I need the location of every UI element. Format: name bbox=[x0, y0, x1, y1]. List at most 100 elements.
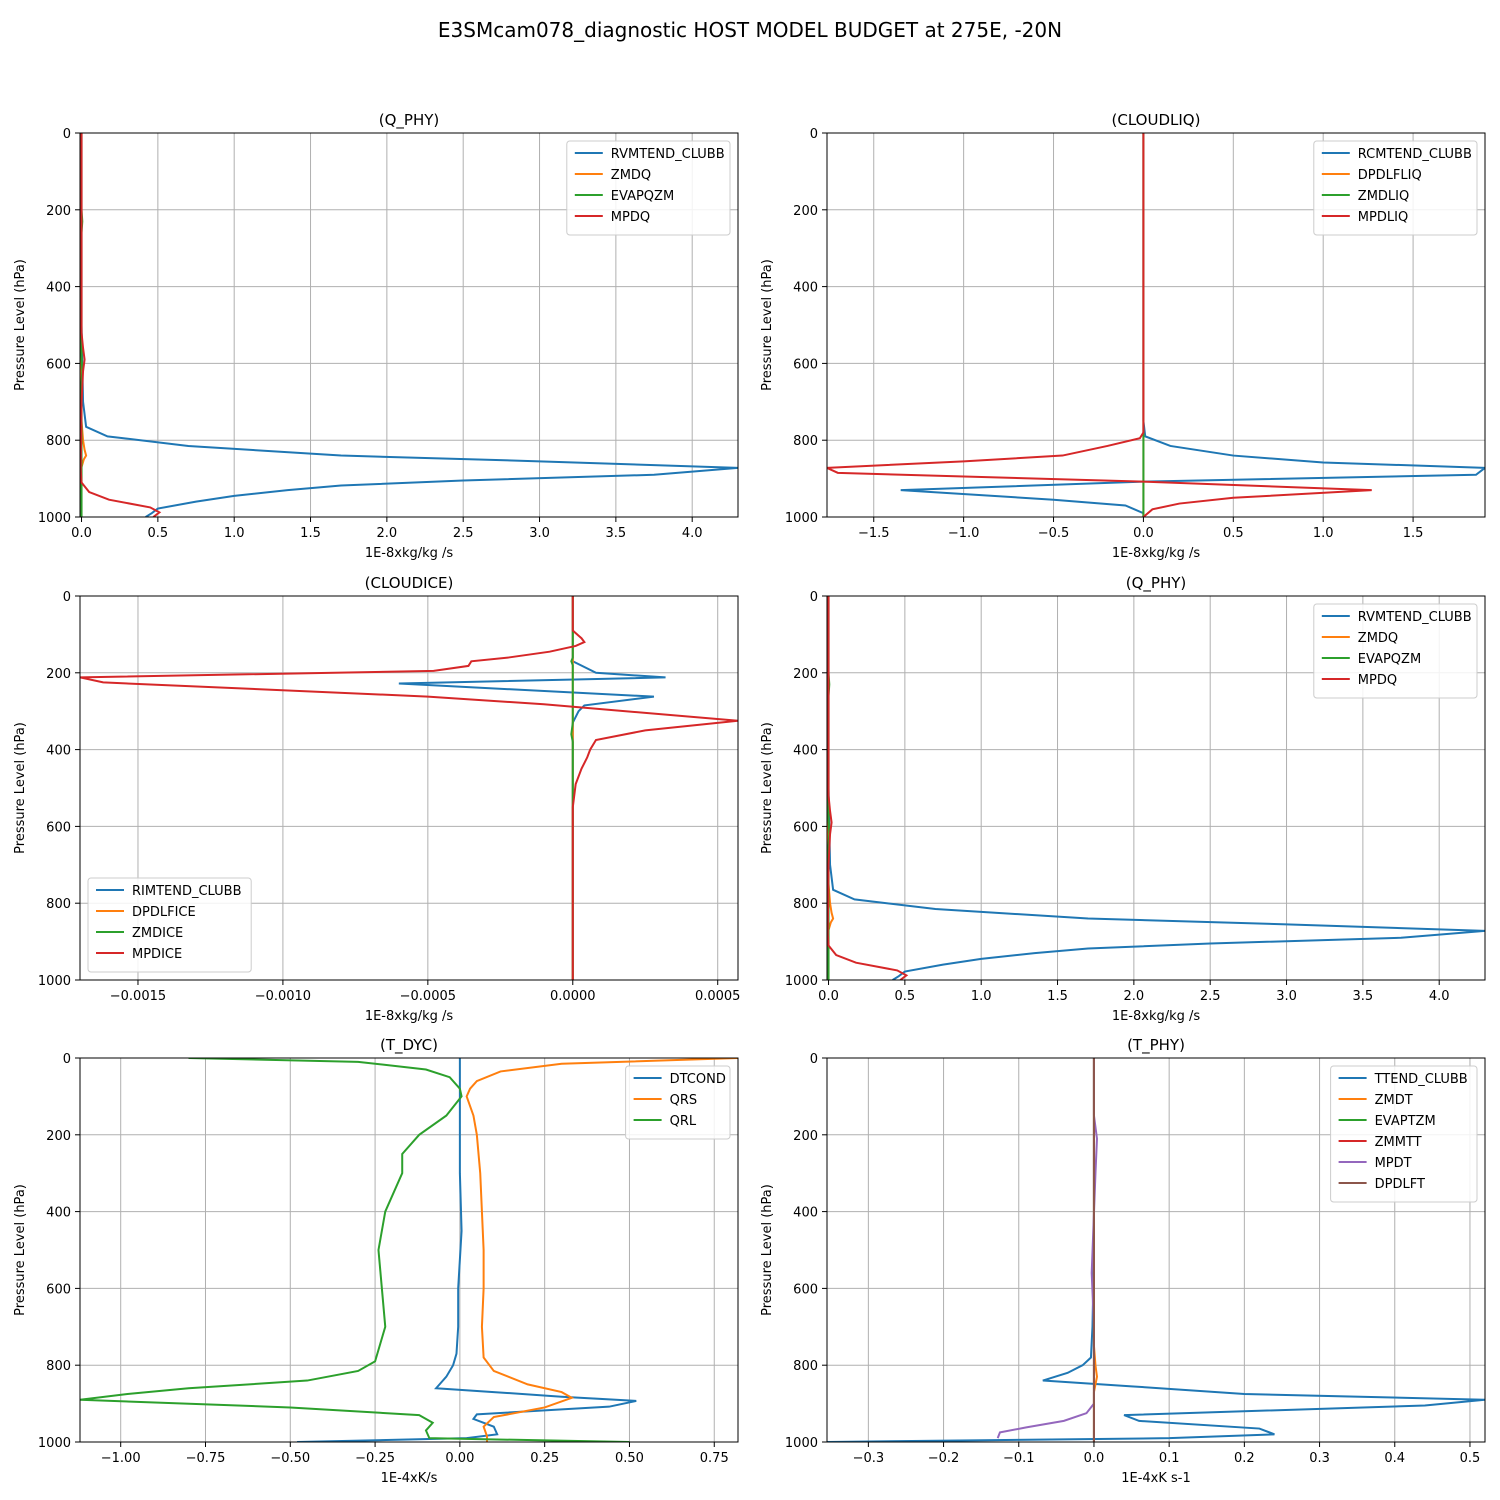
series-line-rvmtend_clubb bbox=[80, 133, 738, 517]
x-tick-label: 4.0 bbox=[1429, 989, 1450, 1004]
legend-entry: ZMDQ bbox=[611, 168, 651, 183]
x-tick-label: 2.5 bbox=[1200, 989, 1221, 1004]
series-line-mpdq bbox=[80, 133, 162, 517]
y-tick-label: 600 bbox=[793, 820, 818, 835]
y-tick-label: 600 bbox=[46, 1282, 71, 1297]
y-tick-label: 600 bbox=[793, 357, 818, 372]
chart-title: (Q_PHY) bbox=[379, 111, 440, 130]
x-tick-label: 0.00 bbox=[445, 1451, 474, 1466]
legend-entry: RCMTEND_CLUBB bbox=[1358, 147, 1472, 162]
axes-frame bbox=[79, 1057, 739, 1443]
y-tick-label: 400 bbox=[46, 1206, 71, 1221]
x-tick-label: 3.5 bbox=[606, 526, 627, 541]
y-tick-label: 1000 bbox=[785, 974, 818, 989]
y-tick-label: 600 bbox=[46, 357, 71, 372]
axes-frame bbox=[826, 132, 1486, 518]
legend-entry: EVAPQZM bbox=[1358, 652, 1421, 667]
x-tick-label: 0.75 bbox=[700, 1451, 729, 1466]
legend-entry: EVAPQZM bbox=[611, 189, 674, 204]
legend: DTCOND QRS QRL bbox=[625, 1065, 731, 1140]
legend-entry: RVMTEND_CLUBB bbox=[611, 147, 725, 162]
legend-entry: DPDLFT bbox=[1375, 1177, 1425, 1192]
x-tick-label: 0.1 bbox=[1159, 1451, 1180, 1466]
x-tick-label: 0.0 bbox=[1133, 526, 1154, 541]
y-tick-label: 1000 bbox=[38, 974, 71, 989]
x-tick-label: 2.5 bbox=[453, 526, 474, 541]
x-tick-label: 1.0 bbox=[971, 989, 992, 1004]
legend-entry: MPDLIQ bbox=[1358, 210, 1408, 225]
x-tick-label: 2.0 bbox=[377, 526, 398, 541]
y-tick-label: 200 bbox=[46, 667, 71, 682]
x-tick-label: 3.5 bbox=[1353, 989, 1374, 1004]
legend-entry: ZMDT bbox=[1375, 1093, 1413, 1108]
legend-box bbox=[1313, 140, 1478, 236]
x-tick-label: 0.25 bbox=[530, 1451, 559, 1466]
series-line-mpdliq bbox=[827, 133, 1372, 517]
series-line-zmdice bbox=[570, 596, 574, 980]
legend-entry: DTCOND bbox=[670, 1072, 726, 1087]
legend-entry: MPDT bbox=[1375, 1156, 1412, 1171]
axes-frame bbox=[826, 595, 1486, 981]
y-axis-label: Pressure Level (hPa) bbox=[13, 722, 28, 854]
y-tick-label: 400 bbox=[793, 281, 818, 296]
x-axis-label: 1E-8xkg/kg /s bbox=[365, 1009, 454, 1024]
y-axis-label: Pressure Level (hPa) bbox=[760, 1184, 775, 1316]
y-tick-label: 600 bbox=[793, 1282, 818, 1297]
y-tick-label: 0 bbox=[63, 1052, 71, 1067]
series-line-rcmtend_clubb bbox=[900, 133, 1485, 517]
x-tick-label: 0.5 bbox=[1223, 526, 1244, 541]
x-tick-label: 1.0 bbox=[1313, 526, 1334, 541]
chart-panel-1: 0.0 0.5 1.0 1.5 2.0 2.5 3.0 3.5 4.0 0 200 400 600 800… bbox=[13, 111, 739, 561]
legend: RCMTEND_CLUBB DPDLFLIQ ZMDLIQ MPDLIQ bbox=[1313, 140, 1478, 236]
x-tick-label: −1.0 bbox=[948, 526, 980, 541]
x-tick-label: 0.5 bbox=[1460, 1451, 1481, 1466]
legend: RIMTEND_CLUBB DPDLFICE ZMDICE MPDICE bbox=[87, 877, 252, 973]
x-axis-label: 1E-4xK s-1 bbox=[1121, 1471, 1191, 1486]
series-line-mpdq bbox=[827, 596, 909, 980]
x-tick-label: 0.50 bbox=[615, 1451, 644, 1466]
y-tick-label: 200 bbox=[793, 204, 818, 219]
chart-panel-3: −0.0015 −0.0010 −0.0005 0.0000 0.0005 0 200 400… bbox=[13, 574, 740, 1024]
chart-title: (T_PHY) bbox=[1127, 1036, 1185, 1055]
y-axis-label: Pressure Level (hPa) bbox=[13, 259, 28, 391]
series-line-qrl bbox=[80, 1058, 630, 1442]
x-tick-label: −0.50 bbox=[270, 1451, 310, 1466]
y-tick-label: 0 bbox=[810, 127, 818, 142]
series-line-qrs bbox=[465, 1058, 738, 1442]
y-tick-label: 1000 bbox=[785, 1436, 818, 1451]
x-tick-label: 1.5 bbox=[1047, 989, 1068, 1004]
legend-entry: MPDICE bbox=[132, 947, 182, 962]
legend-entry: QRS bbox=[670, 1093, 698, 1108]
x-tick-label: −0.1 bbox=[1003, 1451, 1035, 1466]
legend-box bbox=[87, 877, 252, 973]
chart-title: (Q_PHY) bbox=[1126, 574, 1187, 593]
legend-entry: DPDLFICE bbox=[132, 905, 196, 920]
series-line-rvmtend_clubb bbox=[827, 596, 1485, 980]
x-tick-label: 1.5 bbox=[1403, 526, 1424, 541]
y-tick-label: 1000 bbox=[38, 1436, 71, 1451]
y-axis-label: Pressure Level (hPa) bbox=[13, 1184, 28, 1316]
series-line-rimtend_clubb bbox=[398, 596, 666, 980]
series-line-dtcond bbox=[297, 1058, 637, 1442]
y-tick-label: 200 bbox=[793, 667, 818, 682]
chart-panel-4: 0.0 0.5 1.0 1.5 2.0 2.5 3.0 3.5 4.0 0 200 400 600 800… bbox=[760, 574, 1486, 1024]
legend-entry: RIMTEND_CLUBB bbox=[132, 884, 242, 899]
x-tick-label: 0.0 bbox=[71, 526, 92, 541]
x-axis-label: 1E-8xkg/kg /s bbox=[1112, 546, 1201, 561]
figure-title: E3SMcam078_diagnostic HOST MODEL BUDGET … bbox=[438, 18, 1062, 42]
legend-entry: MPDQ bbox=[611, 210, 650, 225]
x-tick-label: −0.0005 bbox=[400, 989, 456, 1004]
x-tick-label: −0.5 bbox=[1038, 526, 1070, 541]
x-tick-label: 2.0 bbox=[1124, 989, 1145, 1004]
x-tick-label: 0.5 bbox=[148, 526, 169, 541]
x-tick-label: −0.0015 bbox=[110, 989, 166, 1004]
y-tick-label: 800 bbox=[46, 434, 71, 449]
y-tick-label: 400 bbox=[793, 1206, 818, 1221]
y-tick-label: 200 bbox=[793, 1129, 818, 1144]
y-tick-label: 800 bbox=[46, 1359, 71, 1374]
x-axis-label: 1E-8xkg/kg /s bbox=[365, 546, 454, 561]
legend-box bbox=[1330, 1065, 1478, 1203]
chart-title: (CLOUDLIQ) bbox=[1112, 111, 1201, 129]
y-tick-label: 200 bbox=[46, 204, 71, 219]
